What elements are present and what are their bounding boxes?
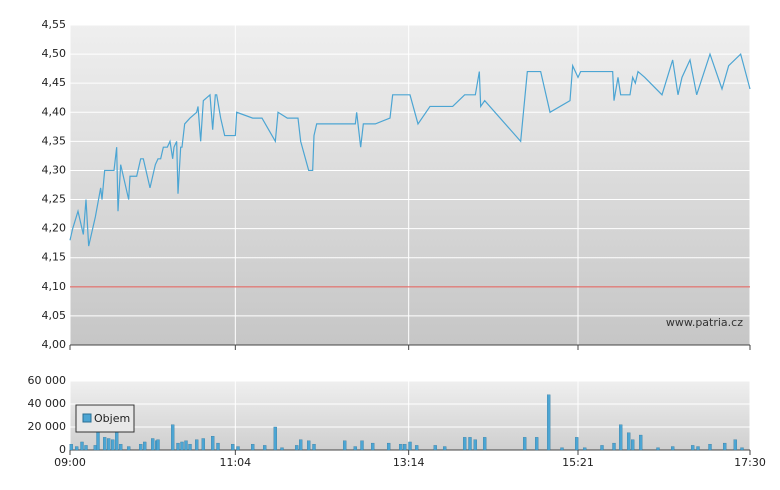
volume-bar <box>211 436 215 451</box>
volume-bar <box>139 444 143 451</box>
volume-bar <box>107 438 111 451</box>
volume-bar <box>84 445 88 451</box>
y-tick-label: 4,15 <box>42 251 67 264</box>
volume-bar <box>353 446 357 451</box>
volume-bar <box>69 444 73 451</box>
volume-bar <box>216 442 220 451</box>
volume-bar <box>201 438 205 451</box>
volume-bar <box>176 442 180 451</box>
volume-bar <box>547 394 551 451</box>
volume-bar <box>708 444 712 451</box>
volume-bar <box>612 442 616 451</box>
volume-bar <box>180 441 184 451</box>
volume-bar <box>473 439 477 451</box>
y-tick-label: 4,40 <box>42 105 67 118</box>
watermark: www.patria.cz <box>666 316 743 329</box>
y-tick-label: 40 000 <box>28 397 67 410</box>
volume-bar <box>696 446 700 451</box>
volume-bar <box>575 437 579 451</box>
volume-bar <box>119 444 123 451</box>
price-line <box>69 52 751 247</box>
volume-bar <box>273 426 277 451</box>
volume-bar <box>236 446 240 451</box>
y-tick-label: 4,25 <box>42 193 67 206</box>
volume-bar <box>523 437 527 451</box>
volume-bar <box>631 439 635 451</box>
volume-bar <box>639 434 643 451</box>
volume-bar <box>627 432 631 451</box>
x-tick-label: 13:14 <box>393 456 425 469</box>
y-tick-label: 4,05 <box>42 309 67 322</box>
y-tick-label: 0 <box>59 443 66 456</box>
volume-bar <box>433 445 437 451</box>
volume-bar <box>151 438 155 451</box>
volume-bar <box>656 447 660 451</box>
volume-bar <box>184 440 188 451</box>
y-tick-label: 4,55 <box>42 18 67 31</box>
volume-bar <box>403 444 407 451</box>
y-tick-label: 20 000 <box>28 420 67 433</box>
volume-bar <box>80 441 84 451</box>
volume-bar <box>231 444 235 451</box>
volume-bar <box>387 442 391 451</box>
legend-label: Objem <box>94 412 130 425</box>
volume-bar <box>733 439 737 451</box>
volume-bar <box>103 437 107 451</box>
x-tick-label: 17:30 <box>734 456 766 469</box>
y-tick-label: 4,20 <box>42 222 67 235</box>
volume-bar <box>343 440 347 451</box>
volume-bar <box>560 447 564 451</box>
volume-bar <box>263 445 267 451</box>
volume-bar <box>371 442 375 451</box>
x-tick-label: 09:00 <box>54 456 86 469</box>
volume-bar <box>312 444 316 451</box>
volume-bar <box>408 441 412 451</box>
volume-bar <box>583 447 587 451</box>
volume-bar <box>295 445 299 451</box>
volume-bar <box>463 437 467 451</box>
y-tick-label: 4,35 <box>42 134 67 147</box>
volume-bar <box>156 439 160 451</box>
volume-bar <box>280 447 284 451</box>
volume-bar <box>535 437 539 451</box>
volume-bar <box>671 446 675 451</box>
legend-swatch <box>82 413 92 423</box>
volume-bar <box>127 446 131 451</box>
volume-bar <box>691 445 695 451</box>
volume-bar <box>307 440 311 451</box>
volume-bar <box>740 447 744 451</box>
volume-bar <box>299 439 303 451</box>
x-tick-label: 15:21 <box>562 456 594 469</box>
y-tick-label: 4,00 <box>42 338 67 351</box>
volume-bar <box>443 446 447 451</box>
volume-bar <box>483 437 487 451</box>
y-tick-label: 4,50 <box>42 47 67 60</box>
volume-bar <box>171 424 175 451</box>
volume-bar <box>468 437 472 451</box>
volume-bar <box>600 445 604 451</box>
volume-bar <box>75 446 79 451</box>
volume-bar <box>360 440 364 451</box>
volume-bar <box>399 444 403 451</box>
price-panel <box>70 25 750 345</box>
volume-bar <box>251 444 255 451</box>
volume-panel <box>70 381 750 450</box>
volume-bar <box>195 439 199 451</box>
volume-bar <box>188 444 192 451</box>
volume-bar <box>723 442 727 451</box>
y-tick-label: 4,45 <box>42 76 67 89</box>
y-tick-label: 4,10 <box>42 280 67 293</box>
volume-bar <box>415 445 419 451</box>
volume-bar <box>143 441 147 451</box>
plot-layer: 4,00 4,05 4,10 4,15 4,20 4,25 4,30 4,35 4,40 4,45… <box>28 18 766 469</box>
volume-bar <box>619 424 623 451</box>
y-tick-label: 4,30 <box>42 163 67 176</box>
y-tick-label: 60 000 <box>28 374 67 387</box>
volume-bar <box>111 439 115 451</box>
x-tick-label: 11:04 <box>219 456 251 469</box>
